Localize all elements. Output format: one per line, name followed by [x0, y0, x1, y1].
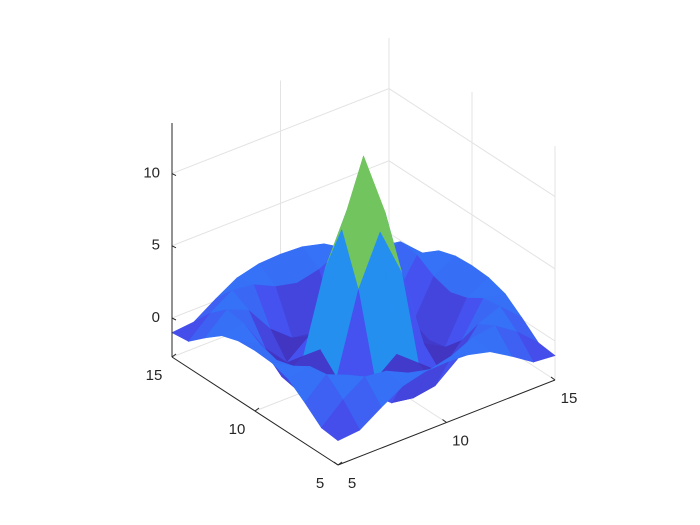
- x-tick-label: 15: [561, 390, 578, 407]
- grid-line: [171, 160, 390, 247]
- x-tick: [550, 376, 556, 381]
- z-tick-label: 10: [143, 165, 160, 182]
- axes: 5 10 15 5 10 15 0 5 10: [143, 123, 577, 492]
- y-tick-label: 10: [229, 421, 246, 438]
- z-tick-label: 0: [152, 309, 160, 326]
- y-tick: [337, 461, 343, 466]
- z-tick-label: 5: [152, 237, 160, 254]
- grid-line: [388, 88, 556, 197]
- y-tick: [254, 407, 260, 412]
- y-tick: [171, 353, 177, 358]
- grid-line: [388, 160, 556, 270]
- x-tick: [333, 461, 339, 466]
- grid-line: [171, 88, 390, 175]
- z-tick: [171, 173, 177, 177]
- x-tick-label: 10: [452, 432, 469, 449]
- y-tick-label: 5: [316, 475, 324, 492]
- z-tick: [171, 317, 177, 321]
- x-tick-label: 5: [348, 475, 356, 492]
- y-tick-label: 15: [146, 367, 163, 384]
- z-tick: [171, 245, 177, 249]
- surface: [171, 155, 556, 441]
- x-tick: [442, 419, 447, 423]
- surface-patch: [320, 399, 361, 441]
